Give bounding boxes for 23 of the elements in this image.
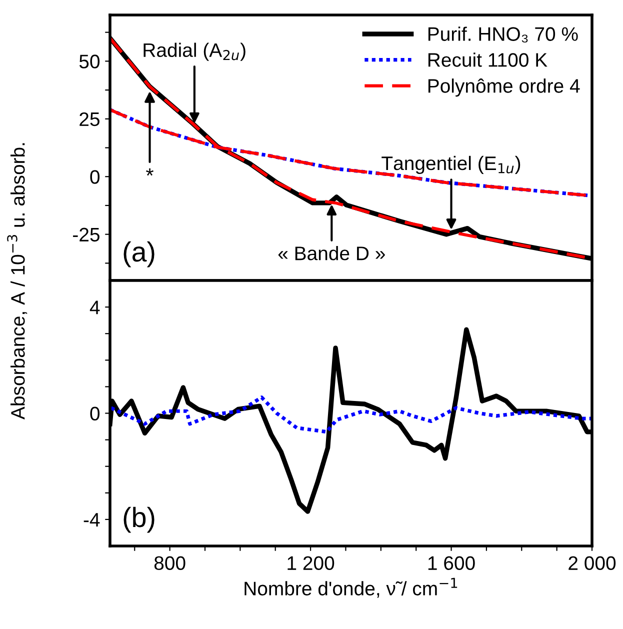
y-tick-label: 4 — [90, 300, 100, 314]
x-tick-label: 800 — [154, 556, 186, 570]
y-tick-label: 0 — [90, 170, 100, 184]
y-axis-title: Absorbance, A / 10$^{−3}$ u. absorb. — [7, 143, 28, 420]
line-series — [110, 396, 592, 434]
y-tick-label: -4 — [84, 513, 100, 526]
annotation: * — [146, 168, 154, 176]
legend-label: Polynôme ordre 4 — [428, 78, 580, 97]
annotation: Radial (A$_{2u}$) — [144, 42, 246, 61]
annotation: « Bande D » — [278, 246, 385, 260]
annotation: Tangentiel (E$_{1u}$) — [382, 156, 520, 174]
y-tick-label: 25 — [80, 112, 100, 126]
y-tick-label: 0 — [90, 406, 100, 420]
x-tick-label: 1 200 — [288, 556, 334, 570]
y-tick-label: 50 — [79, 54, 100, 68]
x-tick-label: 1 600 — [428, 556, 475, 570]
legend-label: Purif. HNO₃ 70 % — [428, 26, 578, 43]
annotation: (b) — [124, 506, 154, 533]
legend-label: Recuit 1100 K — [428, 52, 548, 67]
y-tick-label: -25 — [73, 228, 100, 242]
annotation: (a) — [124, 241, 154, 268]
x-tick-label: 2 000 — [568, 556, 616, 570]
x-axis-title: Nombre d'onde, ν̃ / cm$^{−1}$ — [244, 578, 458, 598]
